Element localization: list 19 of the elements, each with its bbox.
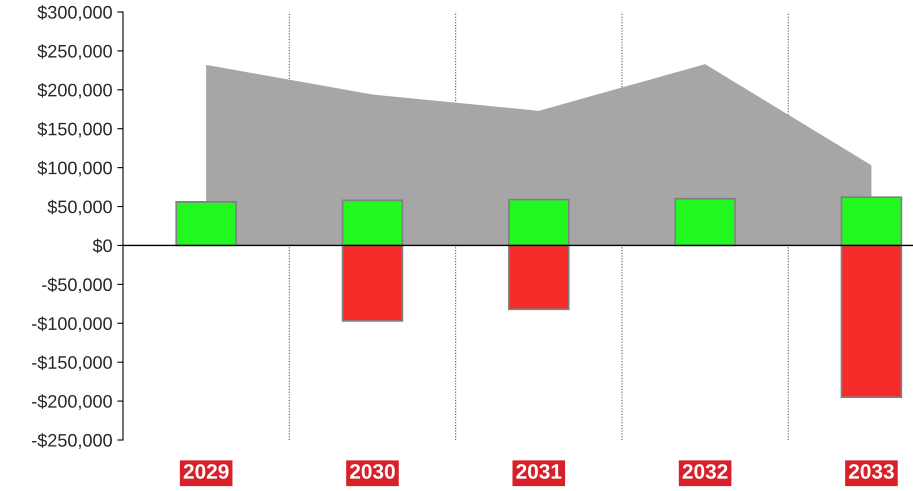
- y-tick-label: $200,000: [37, 82, 112, 99]
- y-tick-label: -$250,000: [32, 433, 112, 449]
- x-tick-label: 2029: [184, 464, 229, 479]
- x-tick-label: 2033: [848, 464, 894, 479]
- y-tick-label: $0: [92, 238, 112, 254]
- x-tick-label: 2030: [350, 464, 395, 479]
- y-tick-label: $50,000: [48, 200, 112, 216]
- x-tick-label: 2032: [682, 464, 728, 479]
- x-tick-label: 2031: [516, 464, 562, 479]
- y-tick-label: $150,000: [37, 122, 112, 138]
- y-tick-label: $100,000: [37, 160, 112, 176]
- y-tick-label: -$50,000: [42, 278, 112, 294]
- y-tick-label: $300,000: [37, 5, 112, 21]
- bar: [175, 201, 237, 246]
- y-tick-label: -$100,000: [32, 316, 112, 332]
- y-tick-label: -$200,000: [32, 394, 112, 410]
- bar: [674, 198, 736, 246]
- y-tick-label: $250,000: [37, 44, 112, 60]
- y-tick-label: -$150,000: [32, 355, 112, 372]
